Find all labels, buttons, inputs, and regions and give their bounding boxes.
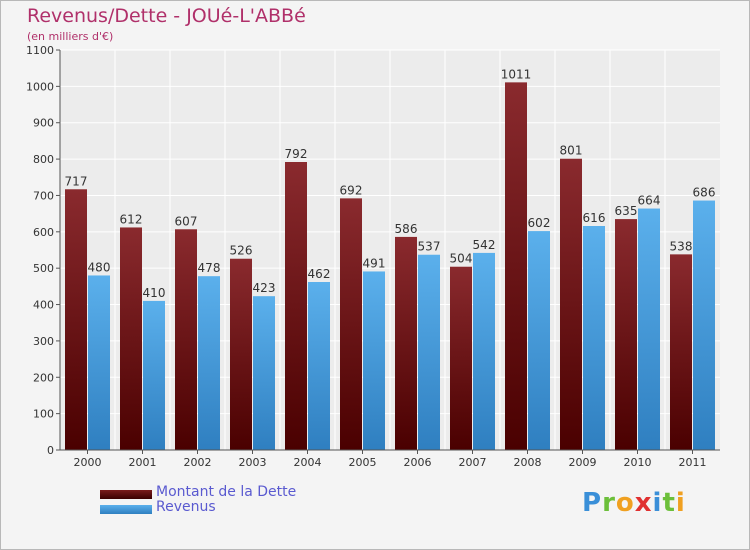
bar-revenus	[198, 276, 220, 450]
bar-revenus	[363, 271, 385, 450]
bar-revenus	[308, 282, 330, 450]
bar-dette	[505, 82, 527, 450]
y-tick-label: 500	[33, 262, 54, 275]
bar-dette	[450, 266, 472, 450]
x-tick-label: 2003	[239, 456, 267, 469]
logo-letter: x	[634, 488, 653, 518]
data-label-dette: 692	[340, 183, 363, 197]
chart-title: Revenus/Dette - JOUé-L'ABBé	[27, 5, 306, 27]
y-tick-label: 1100	[26, 44, 54, 57]
data-label-dette: 526	[230, 244, 253, 258]
bar-revenus	[473, 252, 495, 450]
bar-revenus	[418, 254, 440, 450]
data-label-revenus: 664	[638, 194, 661, 208]
y-tick-label: 400	[33, 299, 54, 312]
data-label-revenus: 423	[253, 281, 276, 295]
logo-letter: i	[675, 488, 686, 518]
y-tick-label: 800	[33, 153, 54, 166]
data-label-revenus: 410	[143, 286, 166, 300]
y-tick-label: 1000	[26, 80, 54, 93]
x-tick-label: 2002	[184, 456, 212, 469]
data-label-revenus: 686	[693, 186, 716, 200]
bar-revenus	[638, 208, 660, 450]
data-label-revenus: 462	[308, 267, 331, 281]
data-label-revenus: 491	[363, 256, 386, 270]
data-label-dette: 801	[560, 144, 583, 158]
x-tick-label: 2008	[514, 456, 542, 469]
bar-dette	[340, 198, 362, 450]
bar-revenus	[143, 300, 165, 450]
x-tick-label: 2007	[459, 456, 487, 469]
logo-letter: r	[602, 488, 616, 518]
data-label-dette: 586	[395, 222, 418, 236]
bar-dette	[175, 229, 197, 450]
data-label-revenus: 480	[88, 260, 111, 274]
bar-dette	[395, 236, 417, 450]
logo-letter: P	[582, 488, 603, 518]
bar-dette	[615, 219, 637, 450]
logo-letter: t	[662, 488, 676, 518]
data-label-revenus: 616	[583, 211, 606, 225]
bar-revenus	[253, 296, 275, 450]
chart-subtitle: (en milliers d'€)	[27, 30, 114, 43]
y-tick-label: 0	[47, 444, 54, 457]
bar-dette	[65, 189, 87, 451]
bar-dette	[120, 227, 142, 450]
data-label-revenus: 537	[418, 240, 441, 254]
bar-dette	[560, 158, 582, 450]
x-tick-label: 2000	[74, 456, 102, 469]
logo-letter: o	[615, 488, 635, 518]
bar-dette	[670, 254, 692, 450]
data-label-dette: 538	[670, 239, 693, 253]
x-tick-label: 2006	[404, 456, 432, 469]
data-label-dette: 504	[450, 252, 473, 266]
data-label-dette: 607	[175, 214, 198, 228]
bar-revenus	[88, 275, 110, 450]
bar-dette	[285, 162, 307, 450]
legend-label-revenus: Revenus	[156, 499, 216, 515]
legend-label-debt: Montant de la Dette	[156, 484, 297, 500]
y-tick-label: 200	[33, 371, 54, 384]
y-tick-label: 300	[33, 335, 54, 348]
proxiti-logo: Proxiti	[582, 488, 686, 518]
x-tick-label: 2010	[624, 456, 652, 469]
bar-revenus	[583, 226, 605, 450]
bar-revenus	[528, 231, 550, 450]
x-tick-label: 2004	[294, 456, 322, 469]
y-tick-label: 600	[33, 226, 54, 239]
bar-dette	[230, 258, 252, 450]
x-tick-label: 2009	[569, 456, 597, 469]
data-label-dette: 717	[65, 174, 88, 188]
x-tick-label: 2001	[129, 456, 157, 469]
legend-swatch-debt	[100, 490, 152, 499]
x-tick-label: 2011	[679, 456, 707, 469]
logo-letter: i	[652, 488, 663, 518]
data-label-dette: 792	[285, 147, 308, 161]
y-tick-label: 900	[33, 117, 54, 130]
data-label-dette: 612	[120, 212, 143, 226]
data-label-revenus: 602	[528, 216, 551, 230]
data-label-revenus: 478	[198, 261, 221, 275]
data-label-dette: 1011	[501, 67, 532, 81]
y-tick-label: 100	[33, 408, 54, 421]
data-label-revenus: 542	[473, 238, 496, 252]
x-tick-label: 2005	[349, 456, 377, 469]
data-label-dette: 635	[615, 204, 638, 218]
legend-swatch-revenus	[100, 505, 152, 514]
bar-revenus	[693, 200, 715, 450]
y-tick-label: 700	[33, 189, 54, 202]
